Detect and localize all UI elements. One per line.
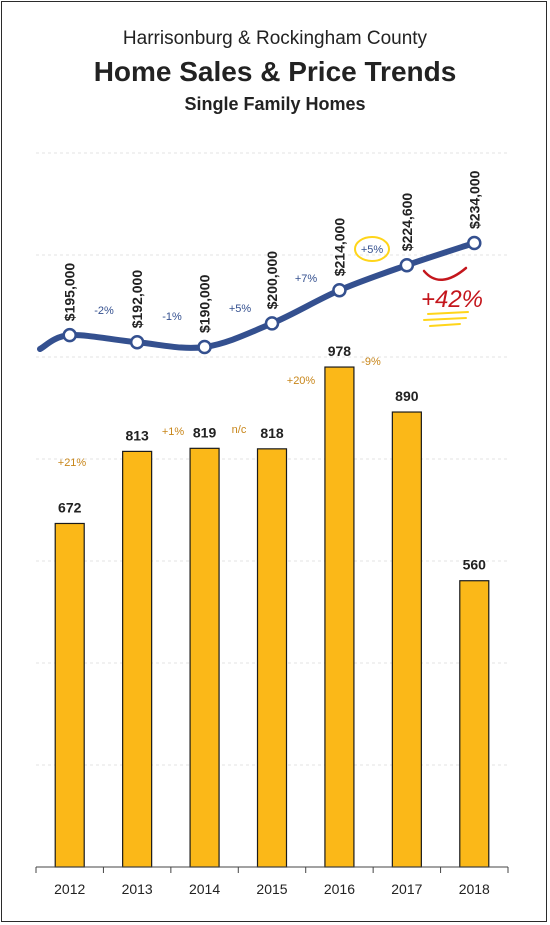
price-value-label: $224,600: [399, 193, 415, 252]
price-point: [264, 316, 280, 331]
annotation-underline: [427, 311, 469, 315]
bar-change-label: +20%: [287, 375, 316, 387]
bar-change-label: +1%: [162, 426, 185, 438]
x-tick-label: 2013: [122, 881, 153, 897]
bar-value-label: 978: [328, 343, 352, 359]
x-tick-label: 2017: [391, 881, 422, 897]
price-change-label: +5%: [361, 244, 384, 256]
bar-value-label: 818: [260, 425, 284, 441]
bar-change-label: -9%: [361, 356, 381, 368]
annotation-arc: [422, 266, 468, 281]
x-tick-label: 2018: [459, 881, 490, 897]
sales-bar: [324, 366, 355, 868]
price-change-label: -2%: [94, 305, 114, 317]
annotation-total-change: +42%: [421, 286, 483, 313]
price-point: [62, 327, 77, 343]
x-tick-label: 2014: [189, 881, 220, 897]
price-change-label: +7%: [295, 273, 318, 285]
price-value-label: $200,000: [264, 251, 280, 310]
price-point: [129, 335, 145, 350]
x-tick-label: 2015: [256, 881, 287, 897]
price-change-label: -1%: [162, 311, 182, 323]
price-value-label: $192,000: [129, 270, 145, 329]
price-value-label: $195,000: [62, 263, 78, 322]
sales-bar: [122, 450, 153, 868]
bar-value-label: 890: [395, 388, 419, 404]
bar-value-label: 813: [125, 427, 149, 443]
highlight-circle-annotation: [354, 236, 390, 262]
price-value-label: $234,000: [466, 170, 482, 229]
price-point: [197, 339, 212, 355]
price-point: [332, 283, 347, 298]
price-value-label: $214,000: [331, 218, 347, 277]
sales-bar: [189, 447, 220, 868]
price-point: [399, 257, 415, 273]
price-point: [467, 235, 482, 251]
bar-value-label: 819: [193, 424, 217, 440]
bar-change-label: n/c: [232, 424, 247, 436]
sales-bar: [391, 411, 422, 868]
sales-bar: [459, 580, 490, 868]
annotation-underline: [423, 317, 467, 321]
price-value-label: $190,000: [197, 274, 213, 333]
chart-title: Home Sales & Price Trends: [93, 56, 457, 87]
price-change-label: +5%: [229, 303, 252, 315]
x-tick-label: 2012: [54, 881, 85, 897]
x-tick-label: 2016: [324, 881, 355, 897]
bar-change-label: +21%: [58, 457, 87, 469]
chart-supertitle: Harrisonburg & Rockingham County: [122, 28, 428, 49]
sales-bar: [54, 522, 85, 868]
sales-bar: [256, 448, 288, 868]
annotation-underline: [429, 323, 461, 327]
bar-value-label: 560: [463, 557, 487, 573]
bar-value-label: 672: [58, 499, 82, 515]
chart-subtitle: Single Family Homes: [184, 94, 366, 114]
